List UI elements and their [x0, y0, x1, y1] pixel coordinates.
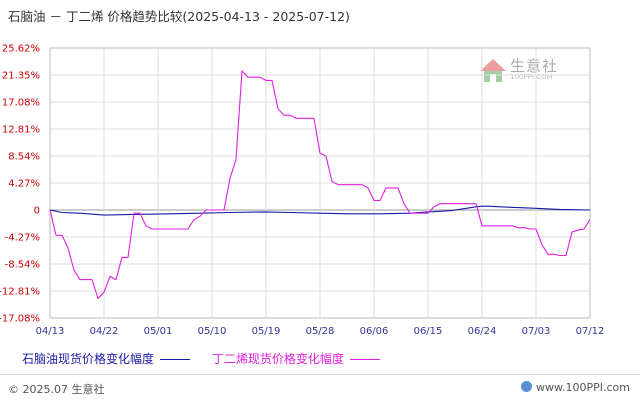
x-tick-label: 05/10	[198, 326, 227, 337]
x-tick-label: 04/13	[36, 326, 65, 337]
legend-label-butadiene: 丁二烯现货价格变化幅度	[211, 352, 344, 366]
y-tick-label: -8.54%	[5, 260, 40, 271]
series-line-butadiene	[49, 70, 591, 300]
y-axis: 25.62% 21.35% 17.08% 12.81% 8.54% 4.27% 0 -4.27…	[0, 44, 40, 325]
series-group	[49, 70, 591, 300]
legend-item-naphtha: 石脑油现货价格变化幅度	[22, 350, 191, 367]
y-tick-label: -17.08%	[0, 314, 40, 325]
line-chart: 25.62% 21.35% 17.08% 12.81% 8.54% 4.27% 0 -4.27…	[0, 44, 605, 338]
footer-site: www.100PPI.com	[521, 381, 630, 394]
house-logo-icon	[480, 59, 506, 82]
x-tick-label: 05/01	[144, 326, 173, 337]
watermark: 生意社 100PPI.COM	[478, 56, 557, 88]
legend-swatch-naphtha	[160, 359, 191, 360]
legend-item-butadiene: 丁二烯现货价格变化幅度	[212, 350, 380, 367]
legend-swatch-butadiene	[349, 359, 380, 360]
x-tick-label: 05/28	[306, 326, 335, 337]
x-tick-label: 05/19	[252, 326, 281, 337]
x-tick-label: 06/24	[468, 326, 497, 337]
y-tick-label: 0	[34, 206, 40, 217]
legend-label-naphtha: 石脑油现货价格变化幅度	[22, 352, 155, 366]
y-tick-label: -4.27%	[5, 233, 40, 244]
copyright-text: © 2025.07 生意社	[8, 383, 105, 396]
y-tick-label: 4.27%	[8, 179, 40, 190]
footer: © 2025.07 生意社 www.100PPI.com	[0, 374, 640, 401]
grid	[49, 47, 591, 319]
y-tick-label: 8.54%	[8, 152, 40, 163]
x-tick-label: 06/15	[414, 326, 443, 337]
x-axis: 04/13 04/22 05/01 05/10 05/19 05/28 06/06 06/15…	[36, 326, 605, 337]
y-tick-label: 17.08%	[2, 98, 40, 109]
watermark-url: 100PPI.COM	[510, 73, 553, 81]
x-tick-label: 07/03	[522, 326, 551, 337]
x-tick-label: 07/12	[576, 326, 605, 337]
plot-frame	[49, 47, 591, 319]
chart-title: 石脑油 － 丁二烯 价格趋势比较(2025-04-13 - 2025-07-12…	[8, 9, 350, 24]
legend: 石脑油现货价格变化幅度 丁二烯现货价格变化幅度	[22, 350, 398, 367]
site-url-link[interactable]: www.100PPI.com	[536, 381, 630, 394]
x-tick-label: 06/06	[360, 326, 389, 337]
y-tick-label: 21.35%	[2, 71, 40, 82]
watermark-text: 生意社	[510, 57, 559, 75]
x-tick-label: 04/22	[90, 326, 119, 337]
y-tick-label: 25.62%	[2, 44, 40, 55]
y-tick-label: -12.81%	[0, 287, 40, 298]
y-tick-label: 12.81%	[2, 125, 40, 136]
globe-icon	[521, 381, 533, 392]
